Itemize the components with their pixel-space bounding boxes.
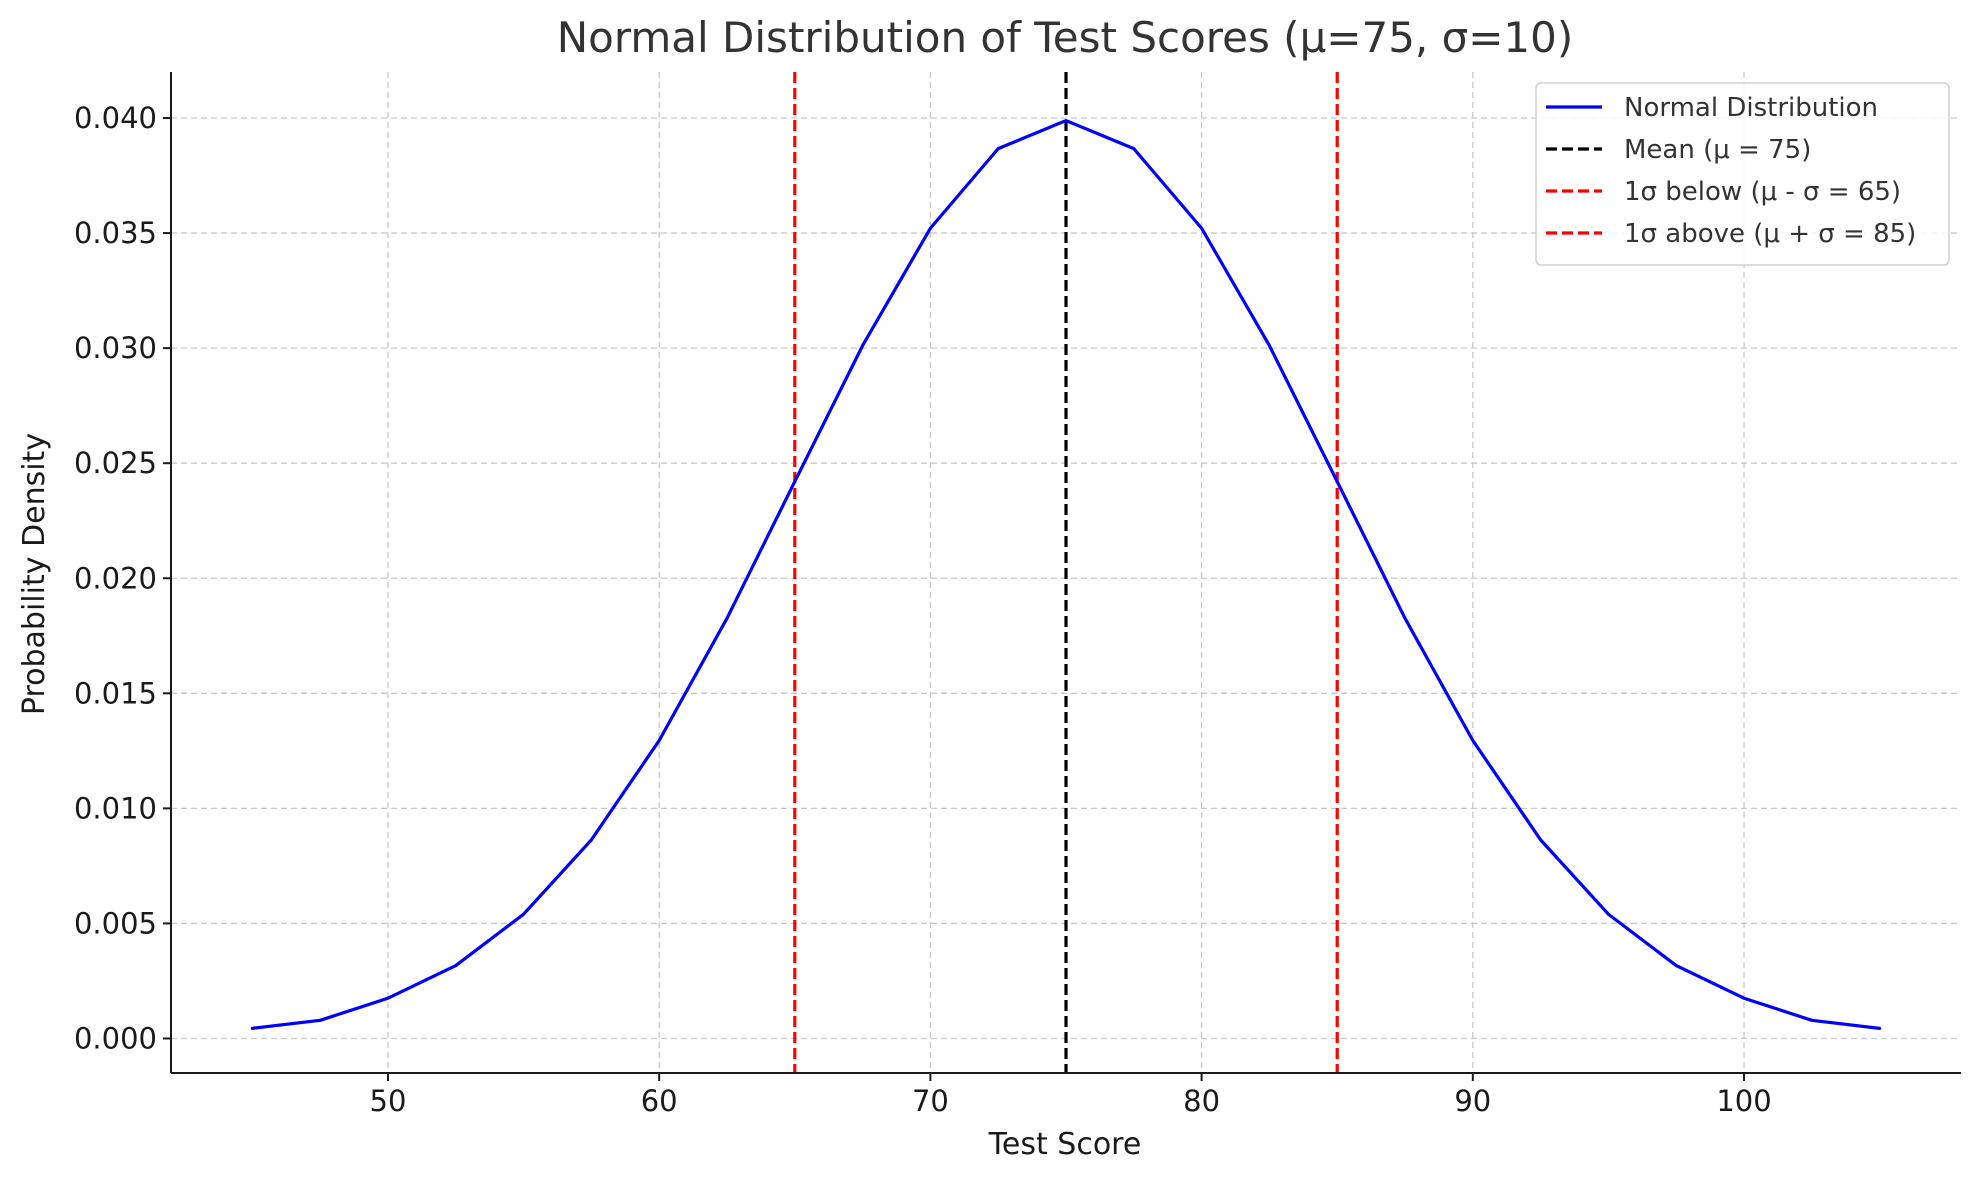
legend-label: Normal Distribution xyxy=(1624,93,1878,123)
y-tick-label: 0.035 xyxy=(74,216,157,250)
y-tick-label: 0.040 xyxy=(74,101,157,135)
ticks: 50 60 70 80 90 100 0.000 0.005 0.010 0.015 0.020 0.… xyxy=(74,101,1772,1118)
reference-lines xyxy=(793,72,1339,1073)
y-tick-label: 0.010 xyxy=(74,791,157,825)
axes xyxy=(170,72,1961,1074)
series-layer xyxy=(250,118,1882,1030)
x-tick-label: 80 xyxy=(1183,1084,1220,1118)
legend-label: 1σ above (μ + σ = 85) xyxy=(1624,219,1916,249)
x-tick-label: 60 xyxy=(641,1084,678,1118)
x-axis-label: Test Score xyxy=(988,1127,1142,1162)
x-tick-label: 90 xyxy=(1454,1084,1491,1118)
y-tick-label: 0.030 xyxy=(74,331,157,365)
y-axis-label: Probability Density xyxy=(17,433,52,715)
legend-label: 1σ below (μ - σ = 65) xyxy=(1624,177,1901,207)
x-tick-label: 100 xyxy=(1716,1084,1771,1118)
y-tick-label: 0.020 xyxy=(74,561,157,595)
legend-label: Mean (μ = 75) xyxy=(1624,135,1811,165)
y-tick-label: 0.015 xyxy=(74,676,157,710)
legend: Normal Distribution Mean (μ = 75) 1σ below… xyxy=(1535,82,1950,266)
y-tick-label: 0.005 xyxy=(74,906,157,940)
legend-box xyxy=(1535,82,1950,266)
chart-title: Normal Distribution of Test Scores (μ=75… xyxy=(557,13,1574,62)
x-tick-label: 70 xyxy=(912,1084,949,1118)
x-tick-label: 50 xyxy=(370,1084,407,1118)
y-tick-label: 0.025 xyxy=(74,446,157,480)
series-line xyxy=(250,118,1882,1030)
y-tick-label: 0.000 xyxy=(74,1021,157,1055)
